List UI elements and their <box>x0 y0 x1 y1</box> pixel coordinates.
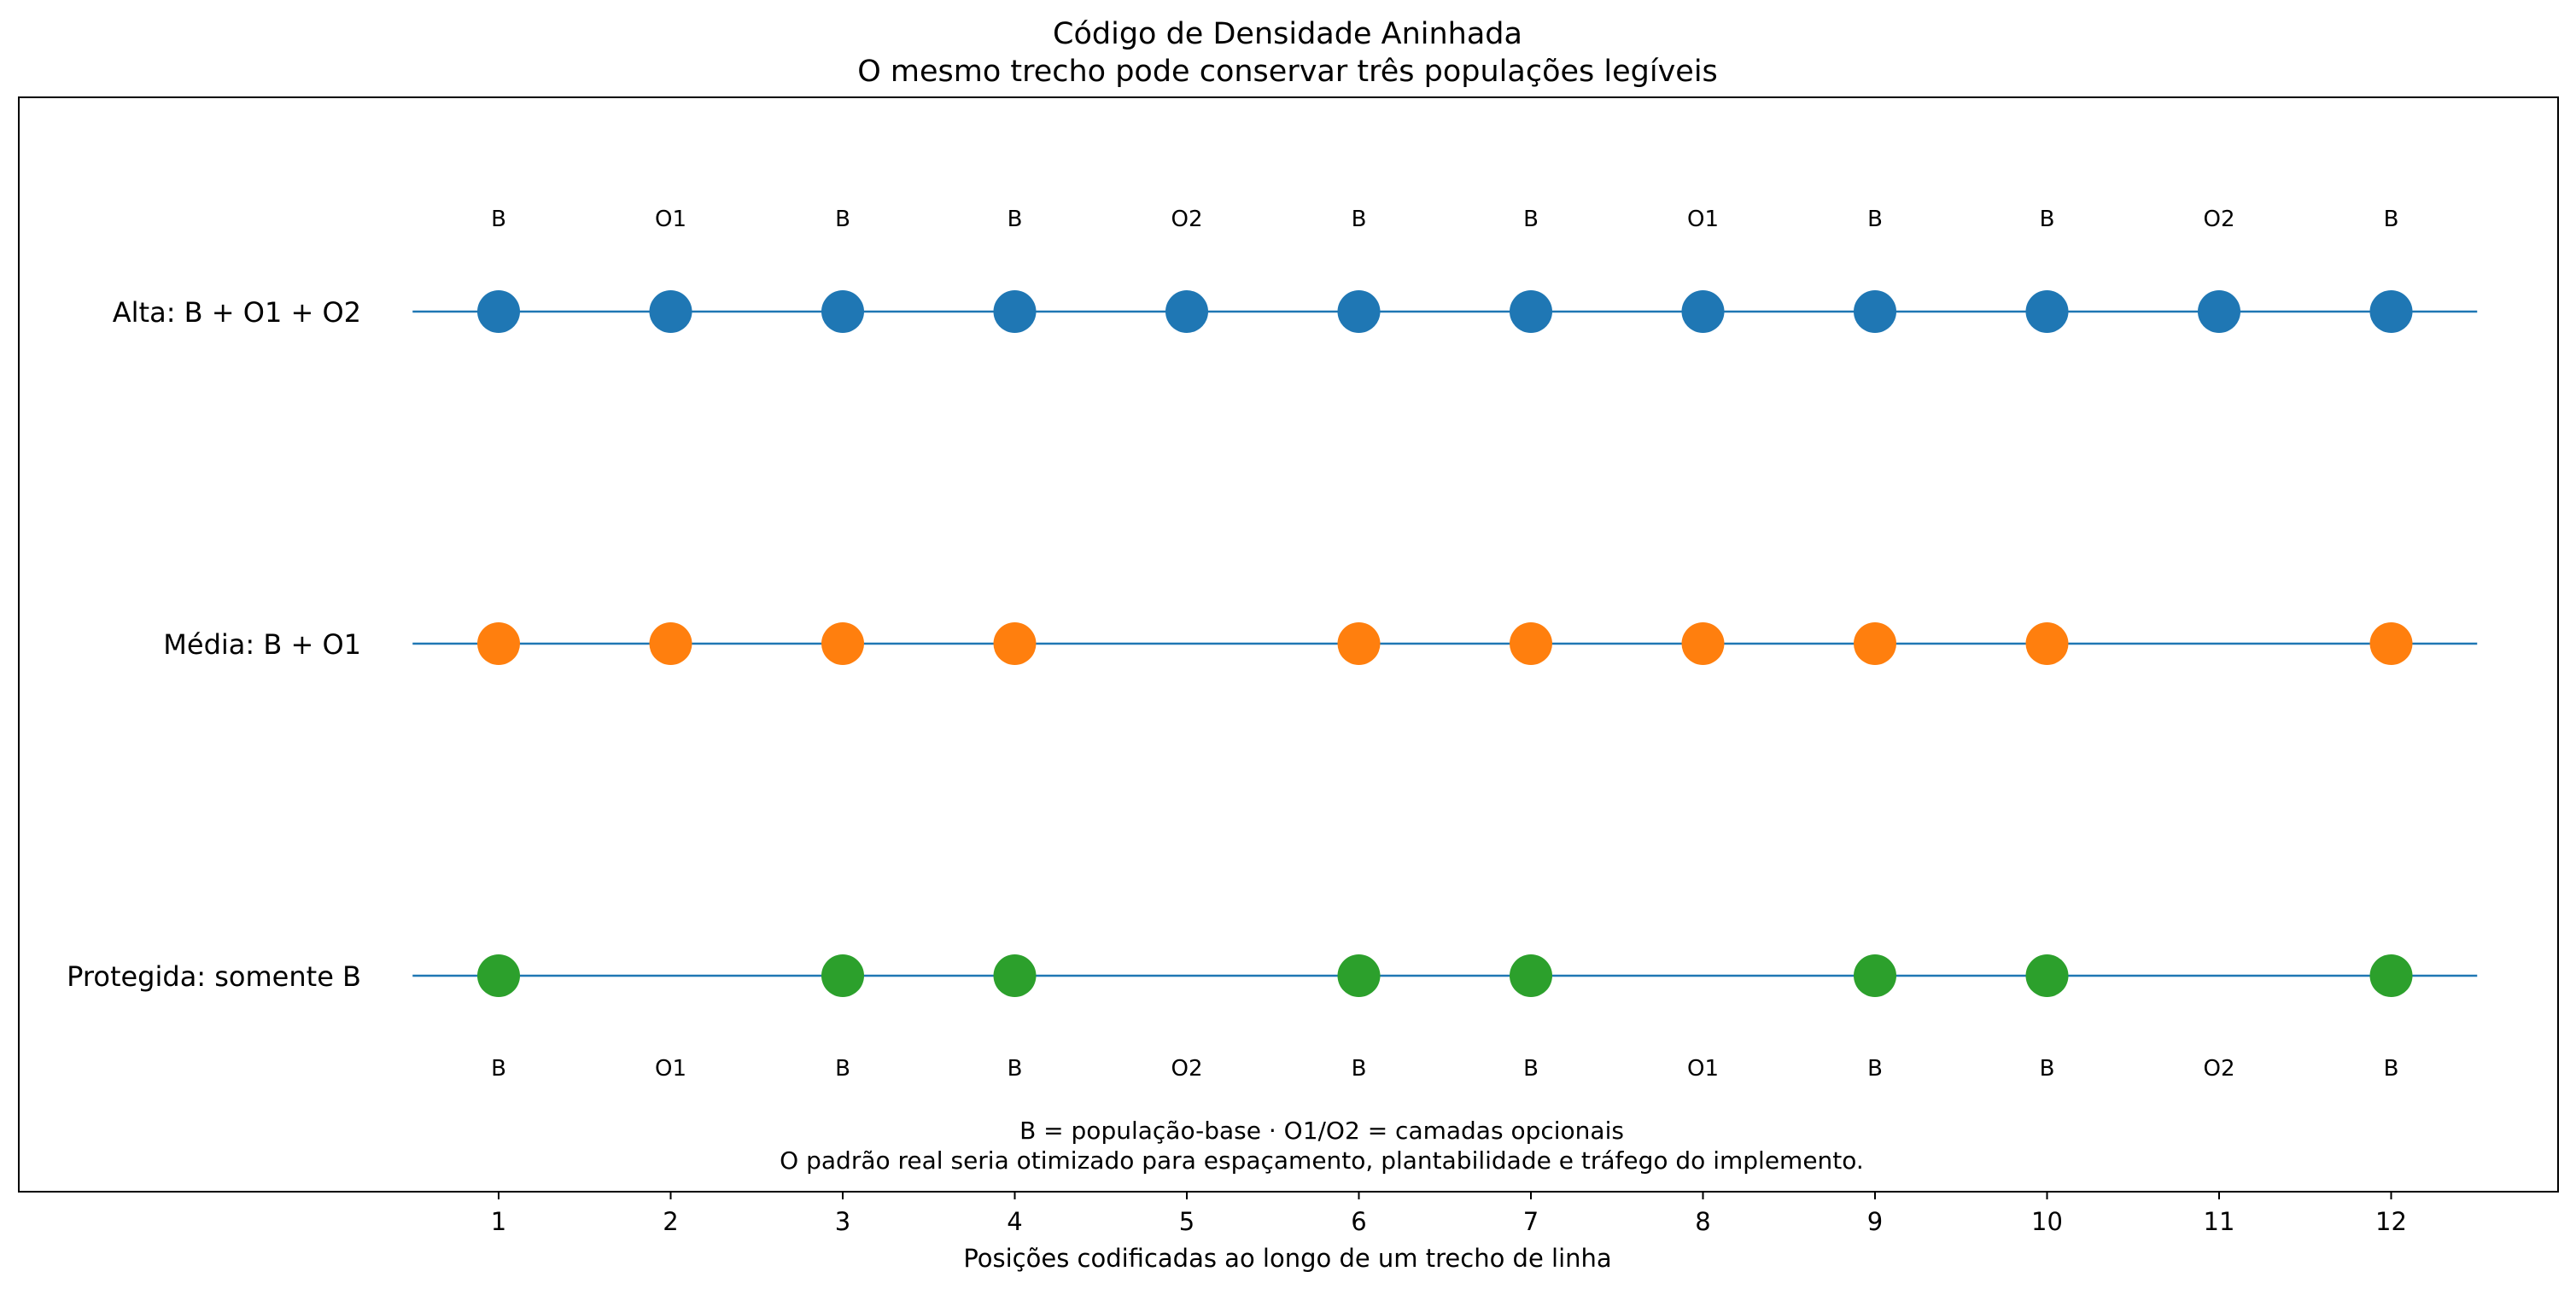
data-point <box>2369 954 2413 997</box>
x-tick-label: 8 <box>1695 1207 1710 1236</box>
code-label: B <box>1867 207 1883 232</box>
code-label: B <box>1867 1056 1883 1082</box>
data-point <box>993 622 1037 665</box>
code-label: O1 <box>1687 207 1719 232</box>
code-label: B <box>2384 207 2399 232</box>
chart-title: Código de Densidade Aninhada <box>1053 17 1522 51</box>
data-point <box>1165 290 1208 333</box>
data-point <box>1510 954 1552 997</box>
data-point <box>1510 290 1552 333</box>
data-point <box>2369 290 2413 333</box>
code-label: B <box>835 1056 850 1082</box>
data-point <box>2025 622 2069 665</box>
data-point <box>1681 622 1725 665</box>
x-tick-label: 7 <box>1523 1207 1539 1236</box>
data-point <box>649 622 692 665</box>
code-label: O2 <box>2203 1056 2234 1082</box>
top-code-labels: B O1 B B O2 B B O1 B B O2 B <box>491 207 2398 232</box>
code-label: B <box>1352 1056 1367 1082</box>
x-tick-label: 9 <box>1867 1207 1883 1236</box>
data-point <box>2369 622 2413 665</box>
x-axis: 1 2 3 4 5 6 7 8 9 10 11 12 <box>491 1192 2407 1236</box>
row-label: Protegida: somente B <box>67 960 361 993</box>
code-label: B <box>1523 207 1539 232</box>
data-point <box>477 290 520 333</box>
data-point <box>1854 290 1896 333</box>
series-row: Média: B + O1 <box>163 622 2478 665</box>
code-label: O2 <box>1171 1056 1202 1082</box>
code-label: B <box>1008 207 1023 232</box>
x-tick-label: 10 <box>2031 1207 2063 1236</box>
data-point <box>993 290 1037 333</box>
data-point <box>649 290 692 333</box>
data-point <box>1337 954 1381 997</box>
data-point <box>1681 290 1725 333</box>
data-point <box>993 954 1037 997</box>
x-tick-label: 6 <box>1351 1207 1366 1236</box>
code-label: O2 <box>2203 207 2234 232</box>
code-label: O1 <box>655 1056 686 1082</box>
x-tick-label: 12 <box>2375 1207 2407 1236</box>
data-point <box>1337 290 1381 333</box>
x-tick-label: 11 <box>2204 1207 2235 1236</box>
annotation-line-1: B = população-base · O1/O2 = camadas opc… <box>1019 1117 1624 1145</box>
x-tick-label: 2 <box>663 1207 678 1236</box>
annotation-line-2: O padrão real seria otimizado para espaç… <box>780 1146 1864 1175</box>
bottom-code-labels: B O1 B B O2 B B O1 B B O2 B <box>491 1056 2398 1082</box>
data-point <box>821 622 864 665</box>
code-label: B <box>1352 207 1367 232</box>
series-row: Protegida: somente B <box>67 954 2478 997</box>
row-label: Média: B + O1 <box>163 628 361 661</box>
code-label: B <box>2040 1056 2055 1082</box>
x-tick-label: 1 <box>491 1207 506 1236</box>
row-label: Alta: B + O1 + O2 <box>113 296 361 329</box>
code-label: B <box>835 207 850 232</box>
plot-frame <box>18 96 2559 1193</box>
code-label: B <box>491 1056 506 1082</box>
data-point <box>2198 290 2240 333</box>
data-point <box>821 290 864 333</box>
data-point <box>477 622 520 665</box>
code-label: B <box>1523 1056 1539 1082</box>
data-point <box>2025 290 2069 333</box>
data-point <box>1854 622 1896 665</box>
code-label: O2 <box>1171 207 1202 232</box>
chart-subtitle: O mesmo trecho pode conservar três popul… <box>857 55 1718 89</box>
x-axis-label: Posições codificadas ao longo de um trec… <box>963 1244 1611 1273</box>
x-tick-label: 4 <box>1007 1207 1022 1236</box>
series-row: Alta: B + O1 + O2 <box>113 290 2478 333</box>
code-label: B <box>2040 207 2055 232</box>
data-point <box>2025 954 2069 997</box>
code-label: B <box>1008 1056 1023 1082</box>
data-point <box>477 954 520 997</box>
data-point <box>821 954 864 997</box>
x-tick-label: 5 <box>1179 1207 1195 1236</box>
code-label: B <box>491 207 506 232</box>
code-label: B <box>2384 1056 2399 1082</box>
data-point <box>1854 954 1896 997</box>
series-rows: Alta: B + O1 + O2 Média: B + O1 Protegida:… <box>67 290 2478 997</box>
data-point <box>1337 622 1381 665</box>
code-label: O1 <box>655 207 686 232</box>
x-tick-label: 3 <box>835 1207 850 1236</box>
code-label: O1 <box>1687 1056 1719 1082</box>
data-point <box>1510 622 1552 665</box>
